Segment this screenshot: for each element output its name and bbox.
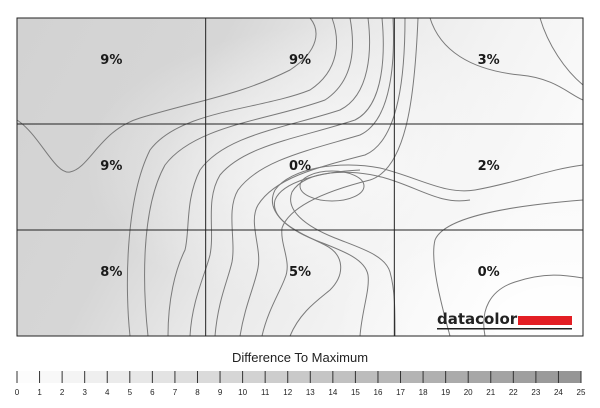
zone-value-label: 2% (478, 159, 500, 174)
scale-tick-label: 5 (128, 388, 133, 397)
contour-line (299, 170, 365, 202)
zone-value-label: 9% (100, 159, 122, 174)
grid-border (16, 17, 584, 337)
scale-swatch (400, 371, 424, 383)
scale-tick-label: 22 (509, 388, 518, 397)
heatmap-corner-glow (17, 18, 583, 336)
scale-swatch (62, 371, 85, 383)
contour-line (144, 17, 353, 337)
scale-swatch (377, 371, 401, 383)
scale-swatch (152, 371, 175, 383)
zone-grid (16, 17, 584, 337)
contour-line (429, 17, 584, 101)
zone-value-label: 9% (289, 53, 311, 68)
scale-swatch (39, 371, 63, 383)
scale-tick-label: 18 (419, 388, 428, 397)
scale-tick-label: 20 (464, 388, 473, 397)
scale-tick-label: 24 (554, 388, 563, 397)
zone-value-label: 3% (478, 53, 500, 68)
contour-line (539, 17, 584, 86)
scale-swatch (490, 371, 514, 383)
scale-tick-label: 15 (351, 388, 360, 397)
scale-swatch (558, 371, 581, 383)
scale-tick-label: 19 (441, 388, 450, 397)
scale-tick-label: 16 (374, 388, 383, 397)
contour-line (483, 274, 584, 337)
scale-tick-label: 10 (238, 388, 247, 397)
brand-underline (437, 328, 572, 330)
scale-swatch (310, 371, 333, 383)
scale-tick-label: 23 (531, 388, 540, 397)
zone-labels: 9% 9% 3% 9% 0% 2% 8% 5% 0% (100, 53, 499, 280)
contour-line (214, 17, 394, 337)
scale-tick-label: 9 (218, 388, 223, 397)
zone-value-label: 0% (478, 265, 500, 280)
scale-tick-label: 1 (37, 388, 42, 397)
scale-swatch (423, 371, 446, 383)
scale-swatch (332, 371, 356, 383)
scale-swatch (129, 371, 153, 383)
scale-tick-label: 21 (486, 388, 495, 397)
contour-line (433, 199, 584, 337)
scale-tick-label: 8 (195, 388, 200, 397)
contour-line (290, 171, 471, 337)
scale-tick-label: 3 (82, 388, 87, 397)
contour-lines (16, 17, 584, 337)
scale-tick-label: 12 (283, 388, 292, 397)
scale-tick-label: 4 (105, 388, 110, 397)
scale-tick-label: 25 (577, 388, 586, 397)
difference-scale: 0 1 2 3 4 5 6 7 8 9 10 11 12 13 14 15 16 17 18 19 20 21 22 23 24… (15, 371, 586, 397)
scale-swatch (242, 371, 266, 383)
scale-tick-label: 0 (15, 388, 20, 397)
scale-swatch (445, 371, 469, 383)
scale-tick-label: 6 (150, 388, 155, 397)
datacolor-logo: datacolor (437, 310, 572, 330)
zone-value-label: 8% (100, 265, 122, 280)
zone-value-label: 5% (289, 265, 311, 280)
scale-swatch (107, 371, 130, 383)
scale-swatch (513, 371, 536, 383)
scale-tick-label: 2 (60, 388, 65, 397)
zone-value-label: 9% (100, 53, 122, 68)
scale-tick-label: 11 (261, 388, 270, 397)
scale-tick-label: 14 (328, 388, 337, 397)
brand-wordmark: datacolor (437, 310, 518, 328)
scale-swatch (265, 371, 288, 383)
scale-tick-label: 7 (173, 388, 178, 397)
scale-tick-label: 17 (396, 388, 405, 397)
scale-swatch (197, 371, 221, 383)
scale-swatch (17, 371, 40, 383)
scale-swatch (468, 371, 491, 383)
zone-value-label: 0% (289, 159, 311, 174)
scale-swatch (355, 371, 378, 383)
scale-swatch (84, 371, 108, 383)
contour-line (16, 17, 317, 173)
scale-tick-label: 13 (306, 388, 315, 397)
contour-line (126, 17, 337, 337)
contour-line (271, 164, 584, 337)
legend-title: Difference To Maximum (231, 350, 369, 365)
scale-swatch (287, 371, 311, 383)
scale-swatch (535, 371, 559, 383)
contour-line (167, 17, 370, 337)
contour-line (239, 17, 406, 337)
brand-accent-bar (518, 316, 572, 325)
scale-swatch (174, 371, 198, 383)
scale-swatch (220, 371, 243, 383)
